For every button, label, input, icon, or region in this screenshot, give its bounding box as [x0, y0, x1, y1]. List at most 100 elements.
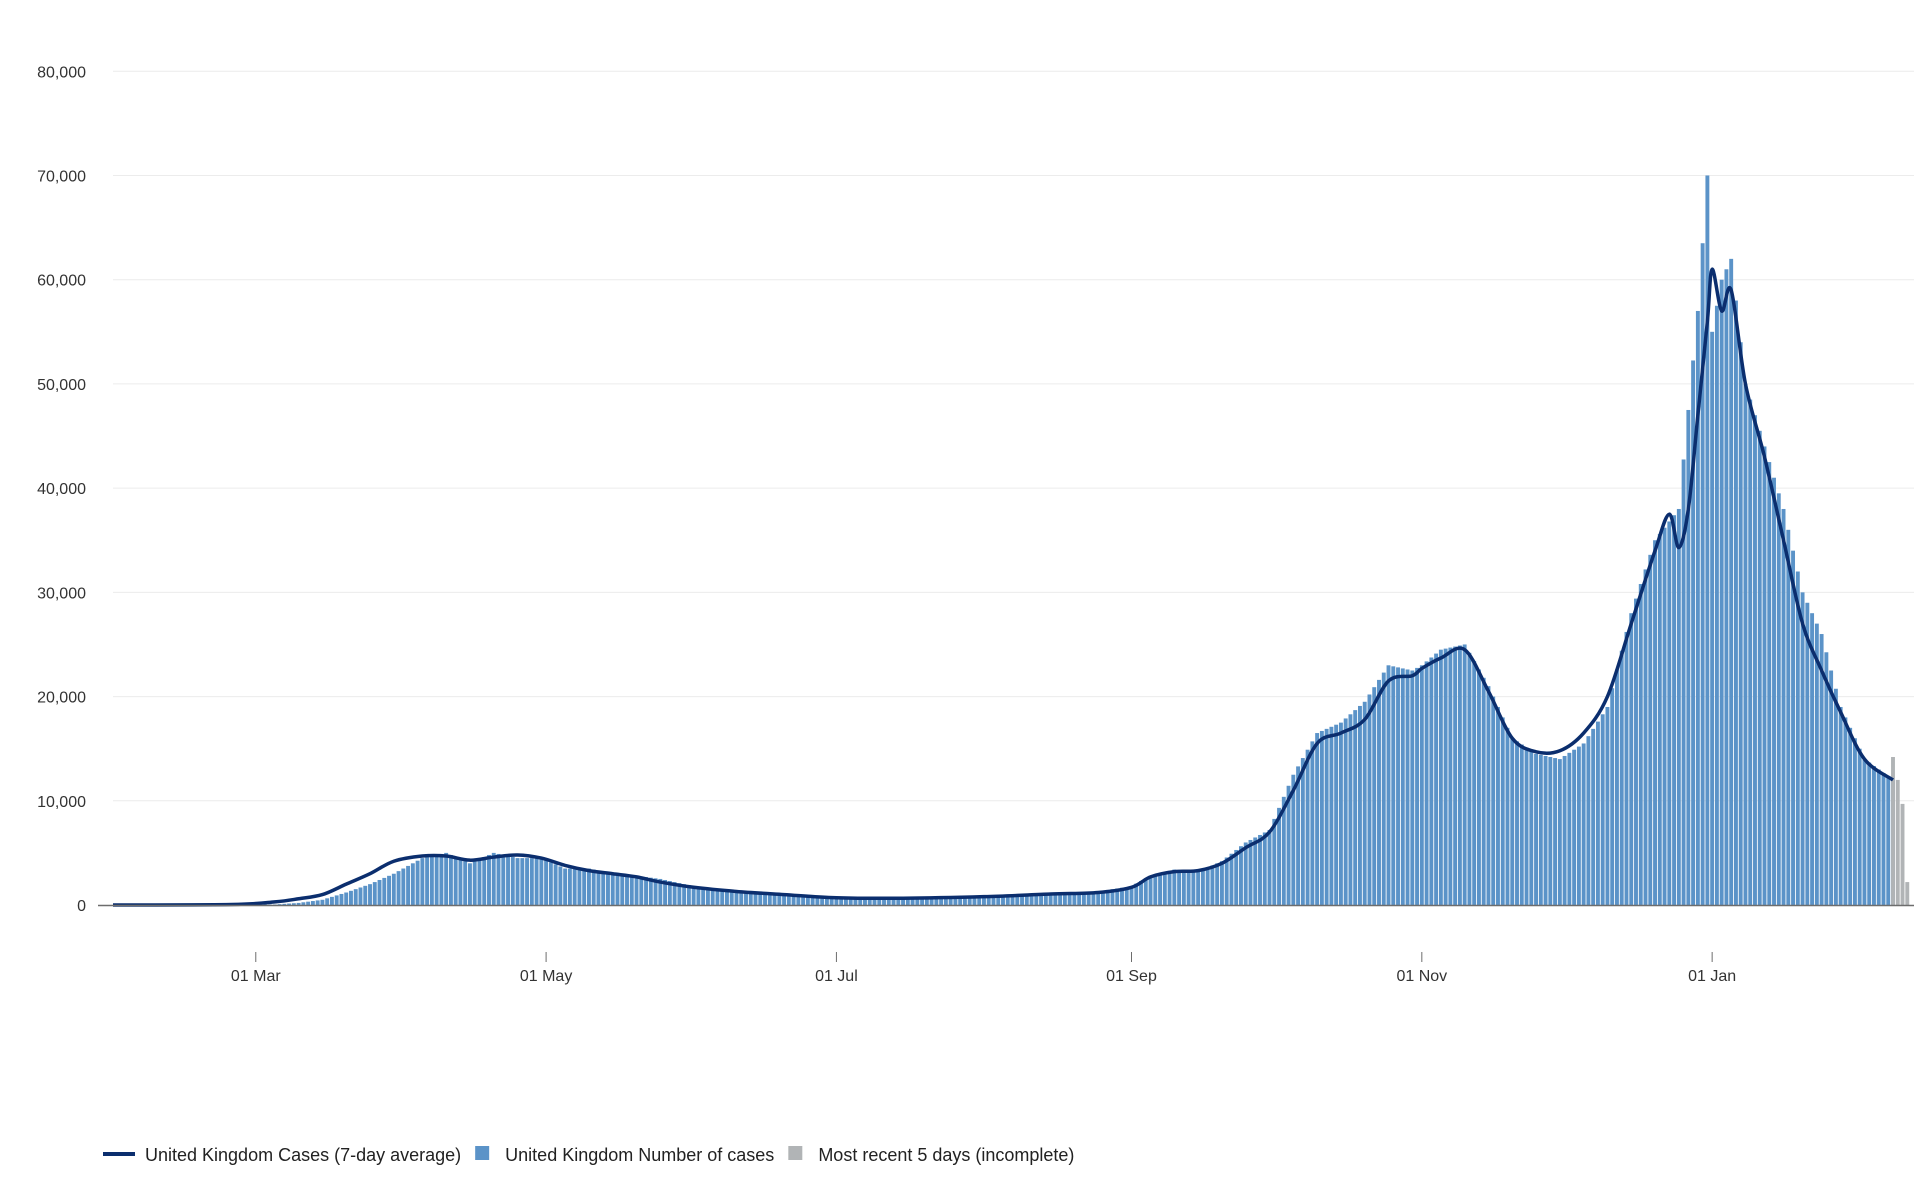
bar: [1382, 673, 1386, 905]
bar: [378, 880, 382, 905]
bar: [1553, 758, 1557, 905]
bar: [487, 855, 491, 905]
bar: [359, 887, 363, 905]
bar: [368, 884, 372, 905]
y-tick-label: 20,000: [37, 690, 86, 707]
bar: [1487, 686, 1491, 905]
bar: [1539, 755, 1543, 905]
bar: [620, 875, 624, 905]
bar: [325, 898, 329, 905]
bar: [1406, 669, 1410, 905]
bar: [635, 876, 639, 905]
bar: [1824, 652, 1828, 905]
legend-label: Most recent 5 days (incomplete): [818, 1145, 1074, 1165]
bar: [1763, 446, 1767, 905]
bar: [1377, 680, 1381, 905]
bar: [1363, 702, 1367, 905]
bar: [611, 874, 615, 905]
bar: [1272, 819, 1276, 905]
bar: [768, 894, 772, 905]
bar: [754, 893, 758, 905]
bar: [1372, 687, 1376, 905]
legend: United Kingdom Cases (7-day average)Unit…: [103, 1145, 1074, 1165]
bar: [439, 854, 443, 905]
bar: [463, 861, 467, 905]
bar: [1772, 478, 1776, 905]
bar: [1348, 714, 1352, 905]
bar: [306, 902, 310, 905]
bar: [444, 853, 448, 905]
bar: [1896, 780, 1900, 905]
bar: [1453, 647, 1457, 905]
bar: [1634, 599, 1638, 905]
legend-label: United Kingdom Number of cases: [505, 1145, 774, 1165]
bar: [625, 875, 629, 905]
bar: [1663, 528, 1667, 905]
bar: [554, 864, 558, 905]
bar: [735, 892, 739, 905]
bar: [1858, 749, 1862, 905]
bar: [1782, 509, 1786, 905]
bar: [1644, 569, 1648, 905]
bar: [1491, 697, 1495, 905]
bar: [639, 876, 643, 905]
y-tick-label: 80,000: [37, 64, 86, 81]
bar: [1724, 269, 1728, 905]
bar: [1401, 668, 1405, 905]
bar: [1191, 871, 1195, 905]
bar: [577, 869, 581, 905]
bar: [1605, 707, 1609, 905]
bar: [606, 873, 610, 905]
bar: [535, 858, 539, 905]
bar: [1591, 729, 1595, 905]
bar: [516, 858, 520, 905]
bar: [316, 900, 320, 905]
bar: [1620, 651, 1624, 905]
bar: [1368, 694, 1372, 905]
bar: [392, 874, 396, 905]
bar: [1834, 689, 1838, 905]
bar: [1829, 671, 1833, 905]
bar: [530, 858, 534, 905]
bar: [1563, 756, 1567, 905]
legend-bar-swatch: [475, 1146, 489, 1160]
bar: [592, 870, 596, 905]
bar: [711, 889, 715, 905]
bar: [1215, 863, 1219, 905]
bar: [1777, 493, 1781, 905]
y-tick-label: 50,000: [37, 377, 86, 394]
bar: [401, 869, 405, 905]
bar: [558, 866, 562, 905]
bar: [1648, 555, 1652, 905]
bar: [1249, 840, 1253, 905]
bar: [492, 853, 496, 905]
bar: [1791, 551, 1795, 905]
bar: [539, 858, 543, 905]
bar: [1434, 654, 1438, 905]
bar: [1158, 873, 1162, 905]
bar: [1467, 653, 1471, 905]
bar: [416, 861, 420, 905]
bar: [1210, 865, 1214, 905]
bar: [730, 892, 734, 905]
bar: [1168, 871, 1172, 905]
bar: [339, 894, 343, 905]
bar: [1558, 759, 1562, 905]
bar: [1510, 738, 1514, 905]
bar: [1153, 875, 1157, 905]
bar: [1582, 743, 1586, 905]
bar: [373, 882, 377, 905]
bar: [1639, 584, 1643, 905]
bar: [301, 902, 305, 905]
bar: [1144, 878, 1148, 905]
bar: [1425, 661, 1429, 905]
bar: [1444, 649, 1448, 905]
bar: [406, 866, 410, 905]
bar: [1458, 646, 1462, 906]
bar: [1672, 515, 1676, 905]
bar: [1886, 776, 1890, 905]
bar: [1786, 530, 1790, 905]
bar: [1586, 736, 1590, 905]
bar: [1263, 832, 1267, 905]
